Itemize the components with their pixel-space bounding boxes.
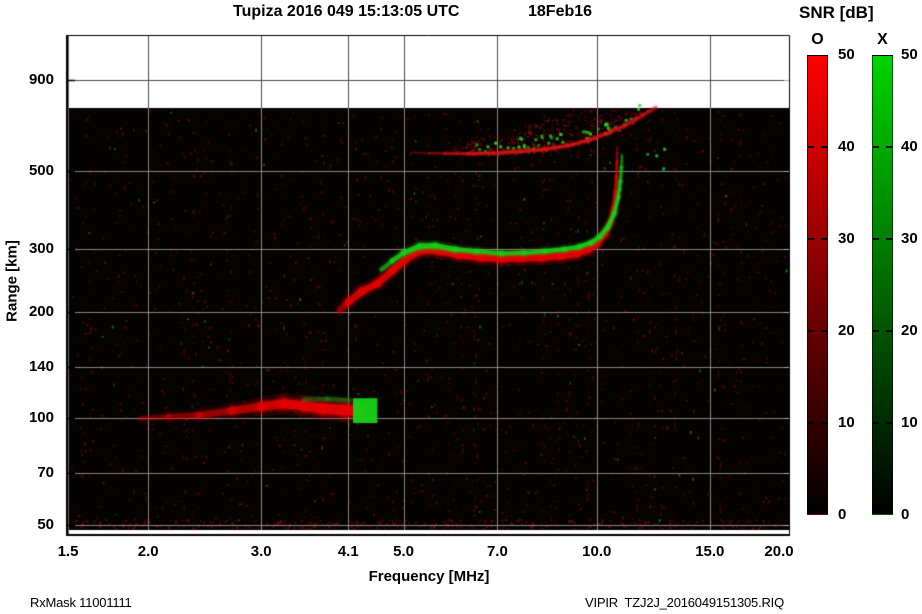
colorbar-tick-label: 20	[838, 322, 855, 339]
colorbar-series-label-X: X	[877, 31, 888, 48]
colorbar-tick-label: 50	[901, 46, 918, 63]
colorbar-tick-dash	[821, 238, 827, 240]
colorbar-tick-dash	[873, 146, 879, 148]
x-tick-label: 20.0	[764, 543, 794, 560]
y-tick-label: 140	[28, 357, 54, 375]
footer-filename: VIPIR TZJ2J_2016049151305.RIQ	[585, 595, 784, 610]
colorbar-tick-dash	[886, 330, 892, 332]
colorbar-tick-dash	[821, 422, 827, 424]
x-tick-label: 2.0	[137, 543, 159, 560]
y-tick-label: 70	[37, 464, 54, 482]
colorbar-tick-label: 0	[838, 506, 847, 523]
x-tick-label: 10.0	[582, 543, 612, 560]
colorbar-tick-dash	[821, 330, 827, 332]
colorbar-tick-dash	[886, 238, 892, 240]
footer-rxmask: RxMask 11001111	[30, 595, 132, 610]
x-tick-label: 3.0	[250, 543, 272, 560]
colorbar-tick-label: 20	[901, 322, 918, 339]
colorbar-tick-label: 10	[901, 414, 918, 431]
y-tick-label: 100	[28, 409, 54, 427]
plot-date-label: 18Feb16	[528, 3, 593, 20]
y-tick-label: 500	[28, 161, 54, 179]
o-mode-colorbar	[807, 55, 828, 515]
colorbar-series-label-O: O	[811, 31, 824, 48]
colorbar-tick-dash	[873, 422, 879, 424]
y-tick-label: 50	[37, 516, 54, 534]
colorbar-tick-dash	[808, 422, 814, 424]
x-mode-colorbar	[872, 55, 893, 515]
colorbar-title: SNR [dB]	[799, 3, 874, 22]
colorbar-tick-dash	[886, 146, 892, 148]
plot-title: Tupiza 2016 049 15:13:05 UTC	[233, 3, 460, 20]
colorbar-tick-dash	[808, 146, 814, 148]
colorbar-tick-dash	[808, 238, 814, 240]
colorbar-tick-dash	[873, 330, 879, 332]
colorbar-tick-label: 40	[901, 138, 918, 155]
x-tick-label: 15.0	[695, 543, 725, 560]
colorbar-tick-label: 0	[901, 506, 910, 523]
x-tick-label: 7.0	[486, 543, 508, 560]
colorbar-tick-label: 40	[838, 138, 855, 155]
colorbar-tick-label: 30	[901, 230, 918, 247]
colorbar-tick-label: 10	[838, 414, 855, 431]
x-tick-label: 4.1	[337, 543, 359, 560]
colorbar-tick-label: 50	[838, 46, 855, 63]
colorbar-tick-dash	[886, 422, 892, 424]
x-tick-label: 1.5	[57, 543, 79, 560]
colorbar-tick-label: 30	[838, 230, 855, 247]
y-tick-label: 200	[28, 302, 54, 320]
y-tick-label: 300	[28, 240, 54, 258]
colorbar-tick-dash	[821, 146, 827, 148]
colorbar-tick-dash	[873, 238, 879, 240]
x-tick-label: 5.0	[393, 543, 414, 560]
x-axis-label: Frequency [MHz]	[368, 568, 490, 585]
y-tick-label: 900	[28, 71, 54, 89]
colorbar-tick-dash	[808, 330, 814, 332]
